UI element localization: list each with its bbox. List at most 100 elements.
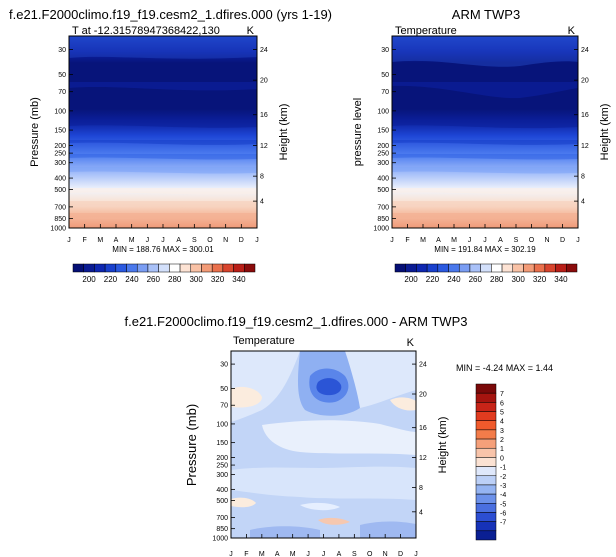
pressure-tick-label: 150 — [54, 128, 66, 135]
colorbar-swatch — [104, 263, 117, 273]
height-tick-label: 20 — [581, 78, 589, 85]
colorbar-swatch — [233, 263, 245, 273]
colorbar-swatch — [475, 447, 497, 458]
month-tick-label: J — [390, 237, 394, 244]
month-tick-label: A — [114, 237, 119, 244]
month-tick-label: S — [192, 237, 197, 244]
pressure-tick-label: 300 — [377, 160, 389, 167]
height-tick-label: 24 — [260, 47, 268, 54]
pressure-tick-label: 70 — [220, 403, 228, 410]
colorbar-label: 300 — [511, 275, 525, 284]
colorbar-label: 2 — [500, 437, 504, 444]
colorbar-label: -4 — [500, 492, 506, 499]
height-tick-label: 16 — [581, 112, 589, 119]
colorbar-swatch — [169, 263, 181, 273]
height-tick-label: 20 — [260, 78, 268, 85]
month-tick-label: M — [259, 551, 265, 557]
panel-diff-y2label: Height (km) — [437, 417, 449, 474]
colorbar-swatch — [475, 383, 497, 394]
month-tick-label: J — [468, 237, 472, 244]
colorbar-label: 320 — [211, 275, 225, 284]
colorbar-swatch — [475, 429, 497, 440]
colorbar-swatch — [555, 263, 567, 273]
pressure-tick-label: 150 — [216, 440, 228, 447]
colorbar-swatch — [533, 263, 546, 273]
colorbar-swatch — [201, 263, 213, 273]
panel-model-ylabel: Pressure (mb) — [29, 97, 41, 167]
colorbar-swatch — [94, 263, 106, 273]
pressure-tick-label: 200 — [377, 143, 389, 150]
panel-model-summary: MIN = 188.76 MAX = 300.01 — [112, 245, 214, 254]
month-tick-label: M — [129, 237, 135, 244]
colorbar-label: 200 — [404, 275, 418, 284]
colorbar-label: 280 — [168, 275, 182, 284]
month-tick-label: J — [161, 237, 165, 244]
month-tick-label: J — [255, 237, 259, 244]
colorbar-swatch — [190, 263, 202, 273]
colorbar-swatch — [475, 402, 497, 412]
colorbar-swatch — [136, 263, 149, 273]
panel-model-contour-fill — [69, 36, 257, 228]
month-tick-label: D — [239, 237, 244, 244]
colorbar-swatch — [566, 263, 578, 273]
month-tick-label: F — [405, 237, 409, 244]
month-tick-label: O — [367, 551, 373, 557]
colorbar-swatch — [458, 263, 471, 273]
colorbar-swatch — [158, 263, 170, 273]
height-tick-label: 4 — [260, 199, 264, 206]
panel-diff-summary: MIN = -4.24 MAX = 1.44 — [456, 363, 553, 373]
colorbar-label: -6 — [500, 510, 506, 517]
pressure-tick-label: 30 — [58, 47, 66, 54]
colorbar-label: 200 — [82, 275, 96, 284]
pressure-tick-label: 1000 — [50, 226, 66, 233]
month-tick-label: J — [483, 237, 487, 244]
height-tick-label: 16 — [419, 425, 427, 432]
colorbar-swatch — [475, 438, 497, 449]
pressure-tick-label: 700 — [216, 515, 228, 522]
colorbar-label: 220 — [426, 275, 440, 284]
panel-diff: f.e21.F2000climo.f19_f19.cesm2_1.dfires.… — [125, 314, 554, 557]
colorbar-label: 240 — [125, 275, 139, 284]
pressure-tick-label: 400 — [216, 487, 228, 494]
month-tick-label: D — [560, 237, 565, 244]
pressure-tick-label: 100 — [216, 421, 228, 428]
pressure-tick-label: 250 — [54, 151, 66, 158]
height-tick-label: 12 — [260, 143, 268, 150]
colorbar-swatch — [475, 420, 497, 431]
pressure-tick-label: 300 — [216, 472, 228, 479]
panel-model-y2label: Height (km) — [278, 104, 290, 161]
colorbar-swatch — [475, 484, 497, 495]
colorbar-swatch — [222, 263, 234, 273]
height-tick-label: 24 — [581, 47, 589, 54]
colorbar-swatch — [475, 475, 497, 486]
pressure-tick-label: 50 — [58, 72, 66, 79]
panel-model: f.e21.F2000climo.f19_f19.cesm2_1.dfires.… — [9, 7, 332, 284]
panel-obs-title: ARM TWP3 — [452, 7, 520, 22]
month-tick-label: O — [207, 237, 213, 244]
colorbar-label: 4 — [500, 419, 504, 426]
panel-model-left-label: T at -12.31578947368422,130 — [72, 25, 220, 37]
pressure-tick-label: 500 — [54, 187, 66, 194]
colorbar-swatch — [491, 263, 503, 273]
panel-obs-y2label: Height (km) — [599, 104, 611, 161]
pressure-tick-label: 70 — [58, 89, 66, 96]
colorbar-swatch — [115, 263, 127, 273]
month-tick-label: N — [383, 551, 388, 557]
colorbar-label: 340 — [554, 275, 568, 284]
month-tick-label: D — [398, 551, 403, 557]
panel-model-title: f.e21.F2000climo.f19_f19.cesm2_1.dfires.… — [9, 7, 332, 22]
panel-diff-title: f.e21.F2000climo.f19_f19.cesm2_1.dfires.… — [125, 314, 468, 329]
height-tick-label: 4 — [581, 199, 585, 206]
colorbar-swatch — [244, 263, 256, 273]
colorbar-swatch — [394, 263, 406, 273]
colorbar-swatch — [416, 263, 428, 273]
height-tick-label: 8 — [581, 174, 585, 181]
pressure-tick-label: 50 — [381, 72, 389, 79]
colorbar-swatch — [475, 512, 497, 522]
panel-obs-contour-fill — [392, 36, 578, 228]
colorbar-swatch — [211, 263, 224, 273]
colorbar-label: 3 — [500, 428, 504, 435]
pressure-tick-label: 100 — [377, 108, 389, 115]
pressure-tick-label: 400 — [377, 176, 389, 183]
month-tick-label: O — [529, 237, 535, 244]
